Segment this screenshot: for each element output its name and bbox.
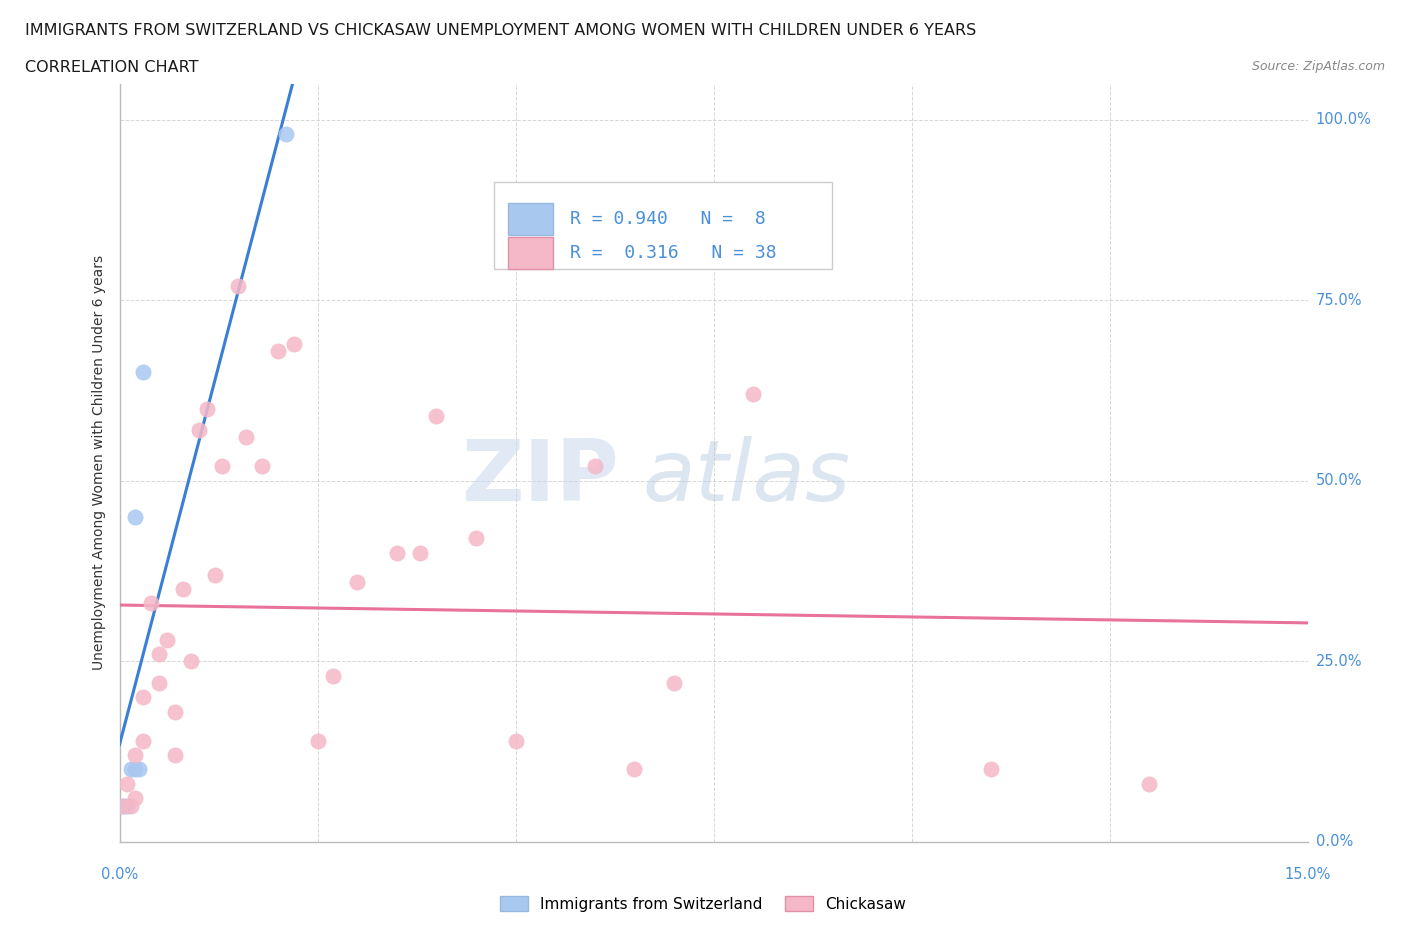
Point (132, 733, 155, 748)
Text: 100.0%: 100.0% (1316, 113, 1372, 127)
Point (156, 632, 179, 647)
Point (283, 336, 305, 351)
Text: 0.0%: 0.0% (1316, 834, 1353, 849)
Point (124, 762, 146, 777)
Point (322, 668, 344, 683)
Point (163, 748, 186, 763)
Point (148, 675, 170, 690)
Point (425, 408, 447, 423)
Point (583, 458, 606, 473)
Text: 0.0%: 0.0% (101, 867, 138, 882)
Point (132, 690, 155, 705)
Point (163, 704, 186, 719)
Y-axis label: Unemployment Among Women with Children Under 6 years: Unemployment Among Women with Children U… (93, 255, 107, 671)
Text: 15.0%: 15.0% (1285, 867, 1330, 882)
Point (187, 423, 209, 438)
Point (132, 365, 155, 379)
Text: CORRELATION CHART: CORRELATION CHART (25, 60, 198, 75)
Point (267, 343, 290, 358)
Point (307, 733, 329, 748)
Point (124, 748, 146, 763)
Point (148, 646, 170, 661)
Point (250, 458, 273, 473)
Point (409, 546, 432, 561)
Text: IMMIGRANTS FROM SWITZERLAND VS CHICKASAW UNEMPLOYMENT AMONG WOMEN WITH CHILDREN : IMMIGRANTS FROM SWITZERLAND VS CHICKASAW… (25, 23, 977, 38)
Text: 75.0%: 75.0% (1316, 293, 1362, 308)
Point (662, 675, 685, 690)
Point (128, 762, 150, 777)
Point (141, 596, 163, 611)
Point (124, 790, 146, 805)
Point (204, 567, 226, 582)
Point (120, 762, 142, 777)
Point (346, 575, 368, 590)
Point (211, 458, 233, 473)
Point (235, 430, 257, 445)
Text: 25.0%: 25.0% (1316, 654, 1362, 669)
Point (464, 531, 488, 546)
Point (117, 798, 139, 813)
FancyBboxPatch shape (508, 204, 553, 235)
Text: R = 0.940   N =  8: R = 0.940 N = 8 (569, 210, 765, 229)
Point (228, 278, 250, 293)
Text: R =  0.316   N = 38: R = 0.316 N = 38 (569, 244, 776, 261)
Point (120, 798, 142, 813)
FancyBboxPatch shape (494, 182, 832, 270)
Point (180, 654, 202, 669)
Point (195, 401, 218, 416)
Legend: Immigrants from Switzerland, Chickasaw: Immigrants from Switzerland, Chickasaw (494, 889, 912, 918)
Point (623, 762, 645, 777)
Point (385, 546, 408, 561)
Text: atlas: atlas (643, 436, 851, 519)
Point (117, 777, 139, 791)
Point (1137, 777, 1160, 791)
Point (112, 798, 135, 813)
Point (172, 581, 194, 596)
Text: ZIP: ZIP (461, 436, 619, 519)
Point (112, 798, 135, 813)
Point (124, 510, 146, 525)
Text: 50.0%: 50.0% (1316, 473, 1362, 488)
Point (505, 733, 527, 748)
Text: Source: ZipAtlas.com: Source: ZipAtlas.com (1251, 60, 1385, 73)
Point (980, 762, 1002, 777)
Point (742, 387, 765, 402)
FancyBboxPatch shape (508, 237, 553, 269)
Point (274, 126, 297, 141)
